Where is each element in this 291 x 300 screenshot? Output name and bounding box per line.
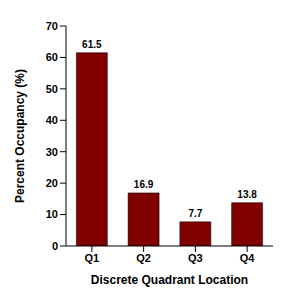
svg-text:60: 60 <box>46 51 58 63</box>
svg-text:20: 20 <box>46 177 58 189</box>
svg-text:Q2: Q2 <box>136 252 151 264</box>
svg-text:16.9: 16.9 <box>134 179 154 190</box>
svg-text:61.5: 61.5 <box>82 39 102 50</box>
svg-text:Percent Occupancy (%): Percent Occupancy (%) <box>13 69 27 203</box>
svg-text:0: 0 <box>52 240 58 252</box>
svg-text:7.7: 7.7 <box>188 208 202 219</box>
svg-text:Discrete Quadrant Location: Discrete Quadrant Location <box>91 273 248 287</box>
svg-text:Q3: Q3 <box>188 252 203 264</box>
svg-text:Q1: Q1 <box>85 252 100 264</box>
svg-text:70: 70 <box>46 20 58 32</box>
svg-text:10: 10 <box>46 208 58 220</box>
svg-text:13.8: 13.8 <box>237 189 257 200</box>
svg-text:30: 30 <box>46 146 58 158</box>
svg-text:Q4: Q4 <box>240 252 256 264</box>
svg-text:40: 40 <box>46 114 58 126</box>
svg-text:50: 50 <box>46 83 58 95</box>
